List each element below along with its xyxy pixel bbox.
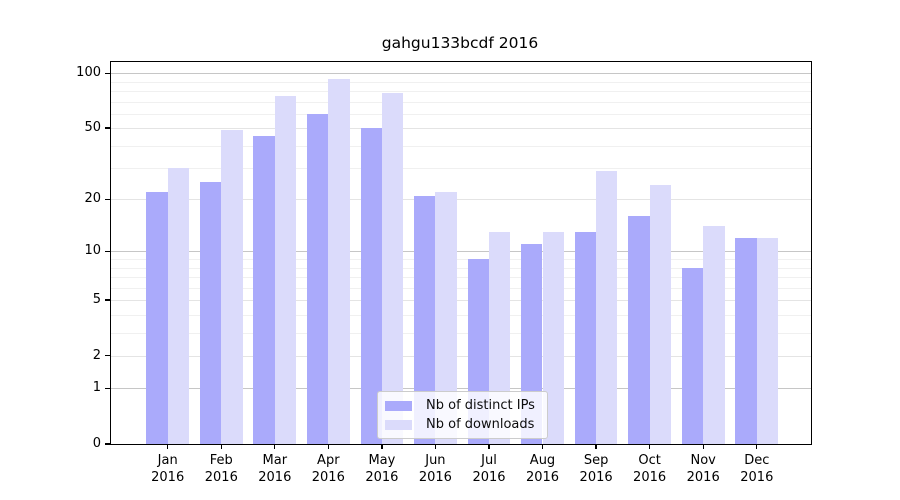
bar-downloads-apr <box>328 79 350 444</box>
bar-distinct-ips-jun <box>414 195 436 444</box>
bar-downloads-mar <box>274 96 297 444</box>
bar-distinct-ips-feb <box>199 182 222 444</box>
x-tick-mark-oct <box>648 444 651 449</box>
minor-gridline-40 <box>111 145 811 147</box>
x-tick-label-jul: Jul 2016 <box>472 453 506 485</box>
legend-item-distinct-ips: Nb of distinct IPs <box>385 398 535 413</box>
x-tick-mark-jun <box>434 444 437 449</box>
y-tick-mark-20 <box>104 198 110 201</box>
minor-gridline-90 <box>111 81 811 83</box>
y-tick-mark-100 <box>104 72 110 74</box>
x-tick-mark-nov <box>702 444 704 449</box>
bar-distinct-ips-oct <box>628 216 650 444</box>
bar-downloads-may <box>381 92 404 444</box>
bar-downloads-nov <box>703 226 725 444</box>
y-tick-mark-2 <box>104 355 110 357</box>
bar-distinct-ips-dec <box>735 237 757 444</box>
x-tick-mark-mar <box>274 444 276 449</box>
bar-downloads-jan <box>167 168 190 444</box>
y-tick-label-20: 20 <box>84 191 101 207</box>
bar-distinct-ips-may <box>360 128 382 444</box>
legend-item-downloads: Nb of downloads <box>385 417 535 432</box>
minor-gridline-6 <box>111 287 811 289</box>
x-tick-label-dec: Dec 2016 <box>740 453 774 485</box>
x-tick-mark-aug <box>541 444 544 449</box>
x-tick-mark-jul <box>488 444 490 449</box>
x-tick-label-oct: Oct 2016 <box>633 453 667 485</box>
legend-swatch-distinct-ips <box>385 400 412 411</box>
y-tick-label-100: 100 <box>76 65 101 81</box>
y-tick-label-2: 2 <box>92 347 101 363</box>
x-tick-mark-jan <box>167 444 169 449</box>
plot-area: 100 50 20 10 5 2 1 0 Jan 2016 Feb 2016 Mar 2016 Apr… <box>76 61 812 485</box>
x-tick-mark-may <box>381 444 383 449</box>
minor-gridline-3 <box>111 332 811 334</box>
legend: Nb of distinct IPs Nb of downloads <box>377 391 548 439</box>
x-tick-label-aug: Aug 2016 <box>525 453 560 485</box>
y-tick-label-0: 0 <box>92 436 101 451</box>
x-tick-label-mar: Mar 2016 <box>258 453 292 485</box>
x-tick-mark-feb <box>220 444 222 449</box>
x-tick-label-jan: Jan 2016 <box>151 453 185 485</box>
bar-distinct-ips-nov <box>681 267 704 444</box>
legend-label-downloads: Nb of downloads <box>426 417 535 432</box>
bar-distinct-ips-sep <box>574 232 597 444</box>
bar-distinct-ips-jan <box>146 192 168 444</box>
x-tick-mark-dec <box>756 444 758 449</box>
minor-gridline-80 <box>111 90 811 92</box>
y-tick-label-1: 1 <box>92 380 101 396</box>
legend-swatch-downloads <box>385 419 412 430</box>
y-tick-label-5: 5 <box>92 292 101 307</box>
y-tick-mark-50 <box>104 127 110 129</box>
x-tick-mark-sep <box>595 444 597 449</box>
bar-downloads-feb <box>221 129 243 444</box>
minor-gridline-7 <box>111 276 811 278</box>
bar-distinct-ips-mar <box>253 136 275 444</box>
gridline-100 <box>111 73 811 75</box>
y-tick-mark-10 <box>104 250 110 252</box>
gridline-10 <box>111 251 811 253</box>
gridline-50 <box>111 128 811 130</box>
minor-gridline-9 <box>111 259 811 260</box>
minor-gridline-60 <box>111 113 811 115</box>
gridline-5 <box>111 300 811 301</box>
y-tick-mark-1 <box>104 387 110 389</box>
bar-downloads-sep <box>596 170 618 444</box>
y-tick-mark-0 <box>104 443 110 445</box>
minor-gridline-4 <box>111 314 811 316</box>
y-tick-mark-5 <box>104 299 110 301</box>
bar-downloads-oct <box>649 185 671 444</box>
y-tick-label-10: 10 <box>84 243 101 259</box>
x-tick-label-sep: Sep 2016 <box>579 453 613 485</box>
x-tick-label-feb: Feb 2016 <box>204 453 238 485</box>
bar-downloads-jun <box>435 192 457 444</box>
gridline-2 <box>111 355 811 357</box>
gridline-1 <box>111 388 811 390</box>
x-tick-mark-apr <box>327 444 329 449</box>
minor-gridline-8 <box>111 267 811 269</box>
legend-label-distinct-ips: Nb of distinct IPs <box>426 398 535 413</box>
x-tick-label-nov: Nov 2016 <box>686 453 720 485</box>
x-tick-label-apr: Apr 2016 <box>311 453 345 485</box>
minor-gridline-30 <box>111 168 811 170</box>
minor-gridline-70 <box>111 101 811 103</box>
x-tick-label-may: May 2016 <box>365 453 399 485</box>
chart-title: gahgu133bcdf 2016 <box>381 34 539 52</box>
y-tick-label-50: 50 <box>84 120 101 136</box>
gridline-20 <box>111 199 811 201</box>
bar-downloads-aug <box>542 232 564 444</box>
bar-downloads-dec <box>756 237 779 444</box>
bar-distinct-ips-apr <box>306 113 329 444</box>
x-tick-label-jun: Jun 2016 <box>418 453 452 485</box>
